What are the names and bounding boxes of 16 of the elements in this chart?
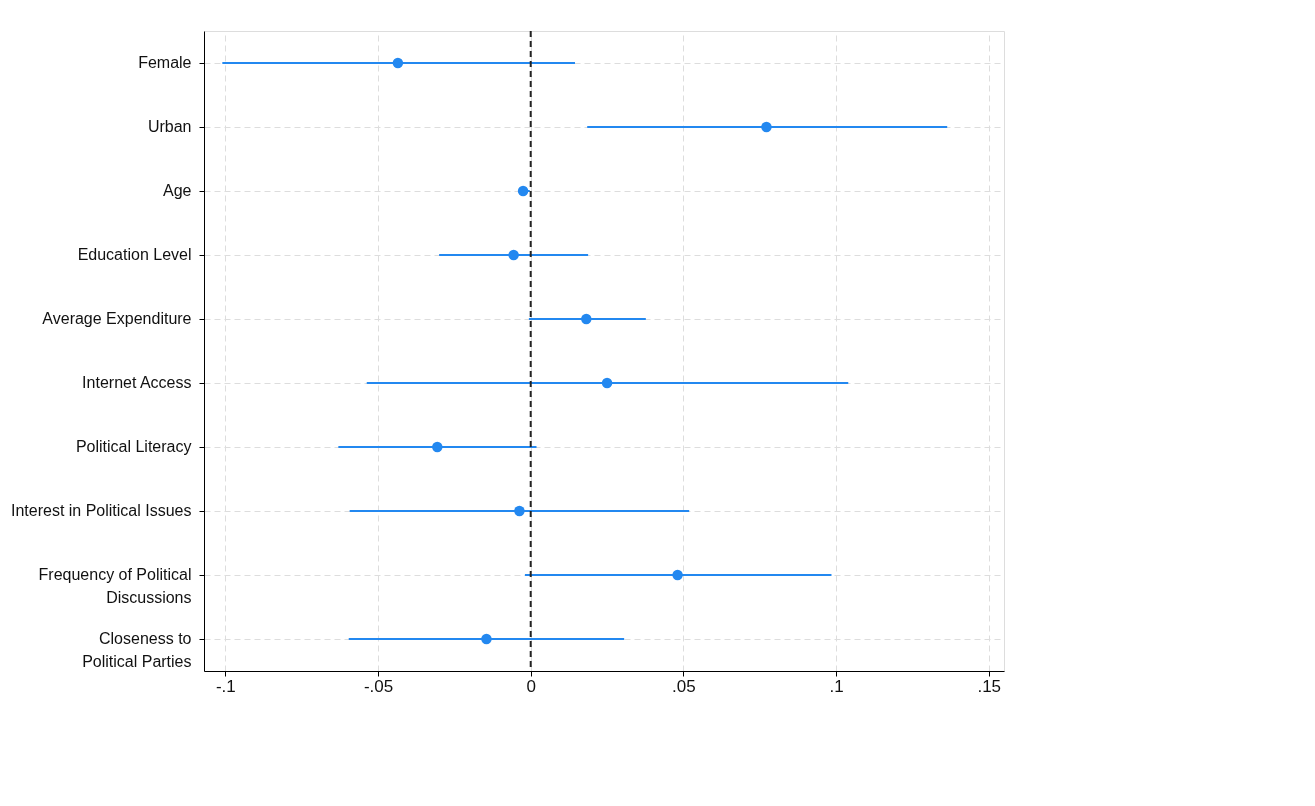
y-tick-label: Internet Access (82, 374, 192, 391)
y-tick-label: Political Literacy (75, 438, 192, 455)
y-tick-label: Closeness to Political Parties (82, 630, 192, 670)
y-tick-label: Interest in Political Issues (10, 502, 192, 519)
x-tick-label: .05 (672, 676, 696, 696)
y-tick-label: Urban (147, 118, 192, 135)
x-tick-label: 0 (526, 676, 536, 696)
y-tick-label: Age (163, 182, 192, 199)
x-tick-label: .15 (977, 676, 1002, 696)
y-tick-label: Education Level (77, 246, 192, 263)
x-tick-label: -.1 (215, 676, 236, 696)
y-tick-label: Average Expenditure (42, 310, 192, 327)
x-tick-label: -.05 (363, 676, 394, 696)
y-tick-label: Frequency of Political Discussions (38, 566, 192, 606)
y-tick-label: Female (138, 54, 192, 71)
x-tick-label: .1 (829, 676, 844, 696)
